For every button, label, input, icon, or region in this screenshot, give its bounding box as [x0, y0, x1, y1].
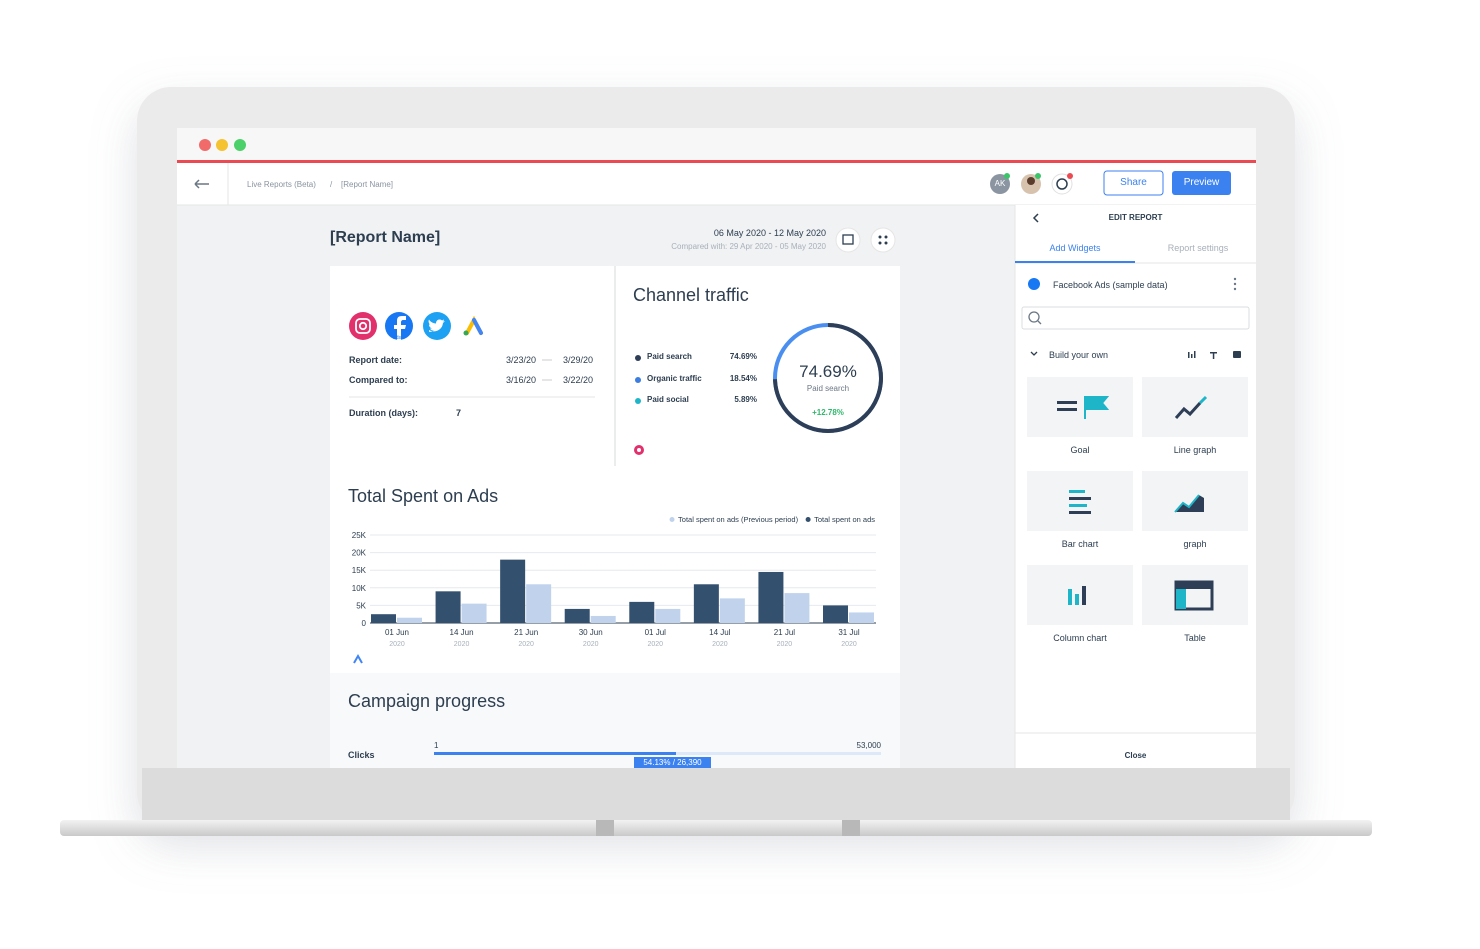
card-title: Campaign progress	[348, 691, 506, 711]
row-date: 3/16/20	[505, 375, 536, 385]
x-tick-sublabel: 2020	[518, 641, 534, 648]
y-tick-label: 10K	[352, 584, 367, 593]
bar	[629, 601, 655, 623]
widget-label[interactable]: Line graph	[1173, 445, 1217, 455]
progress-max: 53,000	[856, 741, 881, 750]
breadcrumb: [Report Name]	[341, 180, 394, 189]
duration-label: Duration (days):	[349, 408, 419, 418]
report-title: [Report Name]	[330, 229, 441, 246]
close-button[interactable]: Close	[1124, 751, 1147, 760]
legend-label: Total spent on ads	[814, 515, 875, 524]
metric-label: Clicks	[348, 750, 375, 760]
widget-label[interactable]: Table	[1184, 633, 1206, 643]
bar	[435, 591, 461, 623]
legend-dot	[669, 517, 675, 522]
bar-chart: 0 5K 10K 15K 20K 25K 01 Jun 2020 14 Jun 2020 21 Ju…	[352, 515, 876, 648]
channel-name: Paid search	[647, 352, 692, 361]
donut-change: +12.78%	[812, 408, 844, 417]
x-tick-label: 01 Jul	[645, 628, 667, 637]
channel-value: 74.69%	[729, 352, 757, 361]
ads-badge: ads	[393, 335, 402, 341]
x-tick-label: 01 Jun	[385, 628, 409, 637]
tab[interactable]: Add Widgets	[1049, 243, 1101, 253]
x-tick-sublabel: 2020	[841, 641, 857, 648]
progress-fill	[434, 752, 676, 755]
date-range[interactable]: 06 May 2020 - 12 May 2020	[713, 228, 826, 238]
y-tick-label: 15K	[352, 566, 367, 575]
compared-range: Compared with: 29 Apr 2020 - 05 May 2020	[671, 242, 826, 251]
widget-label[interactable]: Column chart	[1053, 633, 1107, 643]
bar	[655, 608, 681, 623]
y-tick-label: 0	[362, 619, 367, 628]
bar	[397, 617, 422, 623]
x-tick-sublabel: 2020	[454, 641, 470, 648]
bar	[823, 605, 848, 623]
breadcrumb-separator: /	[330, 180, 333, 189]
bar	[849, 612, 874, 623]
legend-dot	[805, 517, 811, 522]
widget-label[interactable]: Bar chart	[1061, 539, 1099, 549]
x-tick-sublabel: 2020	[389, 641, 405, 648]
channel-value: 18.54%	[729, 373, 757, 383]
row-date: 3/29/20	[562, 355, 593, 365]
legend-label: Total spent on ads (Previous period)	[678, 515, 799, 524]
card-title: Channel traffic	[633, 285, 749, 305]
x-tick-label: 31 Jul	[838, 628, 860, 637]
panel-title: EDIT REPORT	[1108, 213, 1163, 222]
bar	[784, 593, 810, 623]
row-label: Report date:	[349, 355, 403, 365]
legend-dot	[635, 355, 641, 361]
donut-value: 74.69%	[799, 362, 857, 381]
x-tick-label: 30 Jun	[579, 628, 603, 637]
y-tick-label: 25K	[352, 531, 367, 540]
x-tick-label: 21 Jul	[774, 628, 796, 637]
bar	[371, 614, 396, 623]
x-tick-label: 14 Jun	[450, 628, 474, 637]
legend-dot	[635, 376, 641, 383]
channel-name: Organic traffic	[647, 373, 702, 383]
x-tick-sublabel: 2020	[777, 641, 793, 648]
y-tick-label: 20K	[352, 549, 367, 558]
x-tick-sublabel: 2020	[583, 641, 599, 648]
bar	[590, 615, 616, 623]
section-title[interactable]: Build your own	[1049, 350, 1109, 360]
channel-name: Paid social	[647, 395, 689, 404]
donut-label: Paid search	[806, 384, 850, 393]
avatar[interactable]: AK	[994, 179, 1006, 188]
channel-value: 5.89%	[734, 395, 757, 404]
tab[interactable]: Report settings	[1167, 243, 1229, 253]
x-tick-label: 21 Jun	[514, 628, 538, 637]
bar	[500, 559, 526, 623]
bar	[719, 598, 745, 623]
y-tick-label: 5K	[356, 601, 366, 610]
bar	[758, 571, 784, 623]
bar	[693, 584, 719, 623]
duration-value: 7	[456, 408, 462, 418]
legend-dot	[635, 398, 641, 404]
row-date: 3/23/20	[505, 355, 536, 365]
donut-chart	[773, 323, 883, 433]
progress-min: 1	[434, 741, 439, 750]
widget-label[interactable]: Goal	[1070, 445, 1090, 455]
data-source[interactable]: Facebook Ads (sample data)	[1053, 280, 1168, 290]
progress-label: 54.13% / 26,390	[634, 757, 711, 768]
bar	[461, 603, 487, 623]
donut-arc	[773, 323, 883, 433]
card-title: Total Spent on Ads	[348, 486, 499, 506]
preview-button[interactable]: Preview	[1183, 177, 1220, 188]
widget-label[interactable]: graph	[1183, 539, 1207, 549]
x-tick-sublabel: 2020	[712, 641, 728, 648]
x-tick-label: 14 Jul	[709, 628, 731, 637]
row-label: Compared to:	[349, 375, 408, 385]
share-button[interactable]: Share	[1120, 177, 1147, 188]
x-tick-sublabel: 2020	[647, 641, 663, 648]
breadcrumb[interactable]: Live Reports (Beta)	[247, 180, 316, 189]
bar	[564, 608, 590, 623]
row-date: 3/22/20	[562, 375, 593, 385]
bar	[526, 584, 552, 623]
